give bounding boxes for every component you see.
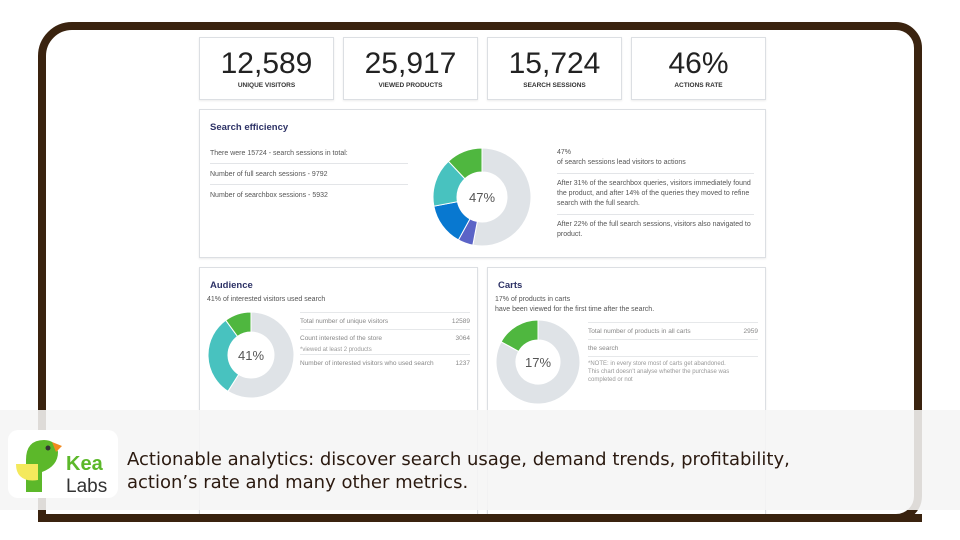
decorative-frame xyxy=(38,22,922,522)
stat-label: ACTIONS RATE xyxy=(674,82,723,89)
card-title: Audience xyxy=(210,280,253,291)
audience-rows: Total number of unique visitors 12589 Cou… xyxy=(300,312,470,371)
kea-labs-logo: Kea Labs xyxy=(8,430,118,498)
rate-caption: of search sessions lead visitors to acti… xyxy=(557,158,754,174)
stat-label: UNIQUE VISITORS xyxy=(237,82,296,89)
stat-actions-rate: 46% ACTIONS RATE xyxy=(631,37,766,100)
donut-segment xyxy=(496,320,580,404)
donut-segment xyxy=(500,320,539,353)
donut-segment xyxy=(225,312,252,338)
card-title: Search efficiency xyxy=(210,122,289,133)
row-label: Number of interested visitors who used s… xyxy=(300,360,434,367)
stat-value: 46% xyxy=(668,47,729,80)
donut-center-label: 17% xyxy=(525,355,551,370)
carts-rows: Total number of products in all carts 295… xyxy=(588,322,758,384)
stat-label: VIEWED PRODUCTS xyxy=(378,82,443,89)
stat-unique-visitors: 12,589 UNIQUE VISITORS xyxy=(199,37,334,100)
stat-label: SEARCH SESSIONS xyxy=(523,82,586,89)
row-note: *viewed at least 2 products xyxy=(300,347,372,353)
row-partial: the search xyxy=(588,345,619,352)
info-row: Count interested of the store 3064 xyxy=(300,329,470,346)
audience-donut: 41% xyxy=(208,312,294,398)
info-row: Number of interested visitors who used s… xyxy=(300,354,470,371)
card-subtitle: 17% of products in carts have been viewed… xyxy=(495,295,654,315)
info-row: Number of searchbox sessions - 5932 xyxy=(210,192,328,199)
carts-note: *NOTE: in every store most of carts get … xyxy=(588,356,758,384)
note-line: This chart doesn't analyse whether the p… xyxy=(588,369,730,383)
frame-bottom xyxy=(124,514,922,522)
stat-viewed-products: 25,917 VIEWED PRODUCTS xyxy=(343,37,478,100)
card-title: Carts xyxy=(498,280,523,291)
brand-name: Kea xyxy=(66,453,104,475)
row-label: Total number of unique visitors xyxy=(300,318,389,325)
stat-value: 25,917 xyxy=(364,47,457,80)
donut-segment xyxy=(227,312,294,398)
info-row: There were 15724 - search sessions in to… xyxy=(210,150,408,164)
stat-value: 15,724 xyxy=(508,47,601,80)
donut-segment xyxy=(447,148,483,180)
search-efficiency-card: Search efficiency There were 15724 - sea… xyxy=(199,109,766,258)
subtitle-line: have been viewed for the first time afte… xyxy=(495,306,655,313)
donut-center-label: 41% xyxy=(238,348,264,363)
stat-value: 12,589 xyxy=(220,47,313,80)
info-row: Total number of products in all carts 295… xyxy=(588,322,758,339)
tagline-line: action’s rate and many other metrics. xyxy=(127,472,469,493)
donut-segment xyxy=(472,148,532,247)
parrot-icon: Kea Labs xyxy=(16,440,107,497)
row-value: 3064 xyxy=(455,335,470,342)
row-label: Total number of products in all carts xyxy=(588,328,691,335)
info-row: the search xyxy=(588,339,758,356)
tagline: Actionable analytics: discover search us… xyxy=(127,448,790,494)
note-line: *NOTE: in every store most of carts get … xyxy=(588,361,726,367)
carts-donut: 17% xyxy=(496,320,580,404)
stat-search-sessions: 15,724 SEARCH SESSIONS xyxy=(487,37,622,100)
row-value: 12589 xyxy=(451,318,470,325)
row-value: 1237 xyxy=(455,360,470,367)
subtitle-line: 17% of products in carts xyxy=(495,296,571,303)
info-row: Total number of unique visitors 12589 xyxy=(300,312,470,329)
row-value: 2959 xyxy=(743,328,758,335)
tagline-line: Actionable analytics: discover search us… xyxy=(127,449,790,470)
row-label: Count interested of the store xyxy=(300,335,383,342)
searchbox-insight: After 31% of the searchbox queries, visi… xyxy=(557,179,754,215)
search-efficiency-donut: 47% xyxy=(433,148,532,247)
brand-name: Labs xyxy=(66,476,107,497)
full-search-insight: After 22% of the full search sessions, v… xyxy=(557,221,751,238)
donut-center-label: 47% xyxy=(469,190,495,205)
card-subtitle: 41% of interested visitors used search xyxy=(207,296,326,303)
info-row: Number of full search sessions - 9792 xyxy=(210,171,408,185)
rate-value: 47% xyxy=(557,149,572,156)
